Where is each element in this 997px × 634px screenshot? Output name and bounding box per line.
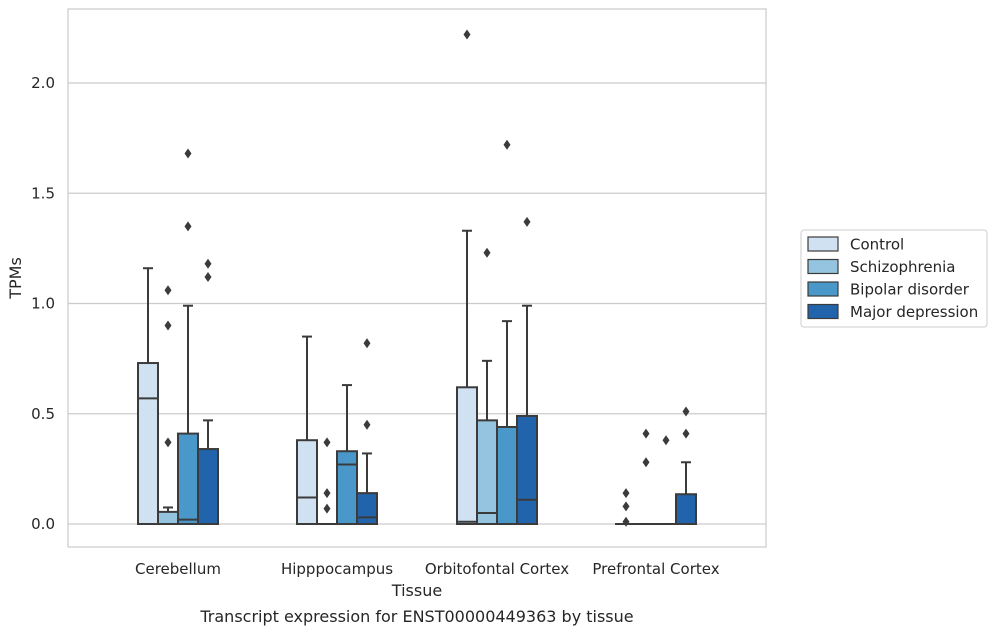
outlier-point bbox=[363, 338, 371, 349]
box-major-depression-2 bbox=[516, 216, 538, 525]
legend-swatch bbox=[807, 236, 839, 252]
box-major-depression-3 bbox=[675, 406, 697, 526]
legend-label: Schizophrenia bbox=[850, 258, 955, 276]
legend: Control Schizophrenia Bipolar disorder Majo… bbox=[800, 229, 988, 328]
x-tick-label: Cerebellum bbox=[135, 560, 221, 578]
box-control-0 bbox=[137, 267, 159, 525]
plot-frame bbox=[67, 8, 767, 548]
outlier-point bbox=[323, 488, 331, 499]
x-axis-title: Tissue bbox=[391, 581, 442, 600]
outlier-point bbox=[682, 428, 690, 439]
outlier-point bbox=[662, 435, 670, 446]
box-body bbox=[157, 510, 179, 525]
box-body bbox=[356, 492, 378, 526]
outlier-point bbox=[622, 488, 630, 499]
outlier-point bbox=[682, 406, 690, 417]
y-tick-label: 1.5 bbox=[31, 184, 55, 202]
box-body bbox=[516, 414, 538, 525]
outlier-point bbox=[363, 419, 371, 430]
y-axis-title: TPMs bbox=[6, 257, 25, 300]
outlier-point bbox=[622, 501, 630, 512]
outlier-point bbox=[204, 272, 212, 283]
outlier-point bbox=[523, 216, 531, 227]
outlier-point bbox=[164, 437, 172, 448]
legend-swatch bbox=[807, 303, 839, 320]
legend-label: Major depression bbox=[850, 303, 978, 321]
outlier-point bbox=[204, 258, 212, 269]
box-body bbox=[496, 425, 518, 526]
legend-frame bbox=[800, 229, 988, 328]
legend-swatch bbox=[807, 281, 839, 297]
y-tick-labels: 0.0 0.5 1.0 1.5 2.0 bbox=[31, 74, 55, 533]
outlier-point bbox=[323, 437, 331, 448]
box-bipolar-disorder-3 bbox=[655, 435, 677, 526]
outlier-point bbox=[164, 320, 172, 331]
box-body bbox=[336, 450, 358, 525]
legend-label: Bipolar disorder bbox=[850, 281, 970, 299]
x-tick-labels: Cerebellum Hipppocampus Orbitofontal Corte… bbox=[135, 560, 720, 578]
legend-swatch bbox=[807, 258, 839, 275]
outlier-point bbox=[483, 247, 491, 258]
box-control-1 bbox=[296, 335, 318, 525]
box-schizophrenia-1 bbox=[316, 437, 338, 526]
box-major-depression-1 bbox=[356, 338, 378, 526]
box-body bbox=[137, 362, 159, 525]
box-body bbox=[456, 386, 478, 526]
outlier-point bbox=[184, 221, 192, 232]
outlier-point bbox=[642, 457, 650, 468]
box-body bbox=[675, 493, 697, 526]
box-schizophrenia-3 bbox=[635, 428, 657, 526]
y-tick-label: 0.5 bbox=[31, 405, 55, 423]
box-schizophrenia-0 bbox=[157, 285, 179, 525]
y-tick-label: 0.0 bbox=[31, 515, 55, 533]
outlier-point bbox=[463, 29, 471, 40]
outlier-point bbox=[184, 148, 192, 159]
x-tick-label: Hipppocampus bbox=[281, 560, 393, 578]
outlier-point bbox=[323, 503, 331, 514]
box-body bbox=[197, 448, 219, 525]
y-tick-label: 2.0 bbox=[31, 74, 55, 92]
box-major-depression-0 bbox=[197, 258, 219, 525]
box-body bbox=[177, 432, 199, 525]
outlier-point bbox=[164, 285, 172, 296]
outlier-point bbox=[503, 139, 511, 150]
box-groups bbox=[137, 29, 697, 527]
x-tick-label: Orbitofontal Cortex bbox=[425, 560, 569, 578]
box-control-2 bbox=[456, 29, 478, 526]
box-body bbox=[476, 419, 498, 525]
x-tick-label: Prefrontal Cortex bbox=[592, 560, 719, 578]
plot-background bbox=[68, 9, 766, 547]
legend-label: Control bbox=[850, 236, 904, 254]
box-bipolar-disorder-1 bbox=[336, 384, 358, 525]
y-tick-label: 1.0 bbox=[31, 295, 55, 313]
chart-caption: Transcript expression for ENST0000044936… bbox=[199, 607, 633, 626]
outlier-point bbox=[642, 428, 650, 439]
box-body bbox=[296, 439, 318, 525]
outlier-point bbox=[622, 516, 630, 527]
